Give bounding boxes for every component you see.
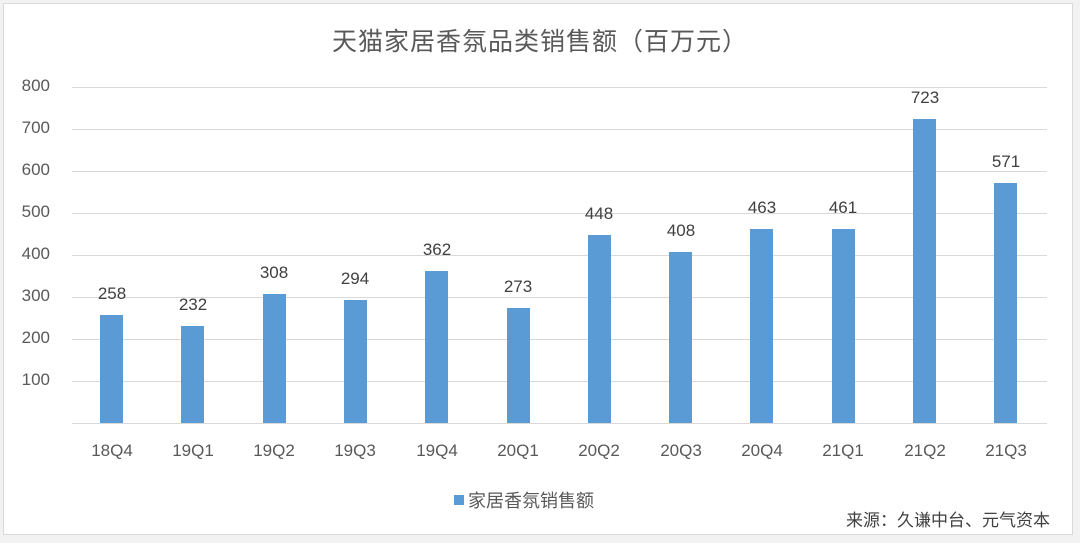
y-tick-label: 800 — [21, 76, 50, 95]
y-tick-label: 400 — [21, 244, 50, 263]
data-label: 461 — [828, 198, 858, 217]
x-tick-label: 21Q3 — [985, 441, 1027, 460]
gridline — [72, 87, 1047, 88]
bar-19Q3 — [344, 300, 367, 423]
y-tick-label: 100 — [21, 370, 50, 389]
y-tick-label: 500 — [21, 202, 50, 221]
legend: 家居香氛销售额 — [454, 487, 594, 513]
data-label: 258 — [97, 284, 127, 303]
gridline — [72, 171, 1047, 172]
x-axis-line — [72, 423, 1047, 424]
x-tick-label: 20Q2 — [578, 441, 620, 460]
gridline — [72, 255, 1047, 256]
y-tick-label: 300 — [21, 286, 50, 305]
bar-19Q4 — [425, 271, 448, 423]
y-tick-label: 200 — [21, 328, 50, 347]
data-label: 308 — [259, 263, 289, 282]
bar-20Q2 — [588, 235, 611, 423]
x-tick-label: 21Q2 — [904, 441, 946, 460]
gridline — [72, 129, 1047, 130]
chart-frame — [3, 3, 1073, 535]
data-label: 408 — [666, 221, 696, 240]
x-tick-label: 19Q3 — [334, 441, 376, 460]
y-tick-label: 700 — [21, 118, 50, 137]
source-note: 来源：久谦中台、元气资本 — [846, 511, 1050, 531]
data-label: 232 — [178, 295, 208, 314]
bar-18Q4 — [100, 315, 123, 423]
x-tick-label: 19Q1 — [172, 441, 214, 460]
x-tick-label: 19Q2 — [253, 441, 295, 460]
x-tick-label: 21Q1 — [822, 441, 864, 460]
x-tick-label: 20Q1 — [497, 441, 539, 460]
bar-20Q4 — [750, 229, 773, 423]
bar-19Q2 — [263, 294, 286, 423]
bar-21Q1 — [832, 229, 855, 423]
gridline — [72, 381, 1047, 382]
bar-20Q1 — [507, 308, 530, 423]
data-label: 273 — [503, 277, 533, 296]
data-label: 571 — [991, 152, 1021, 171]
bar-21Q2 — [913, 119, 936, 423]
gridline — [72, 213, 1047, 214]
x-tick-label: 18Q4 — [91, 441, 133, 460]
x-tick-label: 20Q3 — [660, 441, 702, 460]
bar-19Q1 — [181, 326, 204, 423]
data-label: 448 — [584, 204, 614, 223]
x-tick-label: 20Q4 — [741, 441, 783, 460]
data-label: 362 — [422, 240, 452, 259]
legend-label: 家居香氛销售额 — [468, 491, 594, 512]
y-tick-label: 600 — [21, 160, 50, 179]
data-label: 463 — [747, 198, 777, 217]
data-label: 294 — [340, 269, 370, 288]
bar-21Q3 — [994, 183, 1017, 423]
bar-20Q3 — [669, 252, 692, 423]
gridline — [72, 339, 1047, 340]
legend-swatch-icon — [454, 495, 464, 505]
gridline — [72, 297, 1047, 298]
x-tick-label: 19Q4 — [416, 441, 458, 460]
chart-title: 天猫家居香氛品类销售额（百万元） — [331, 27, 748, 56]
data-label: 723 — [910, 88, 940, 107]
